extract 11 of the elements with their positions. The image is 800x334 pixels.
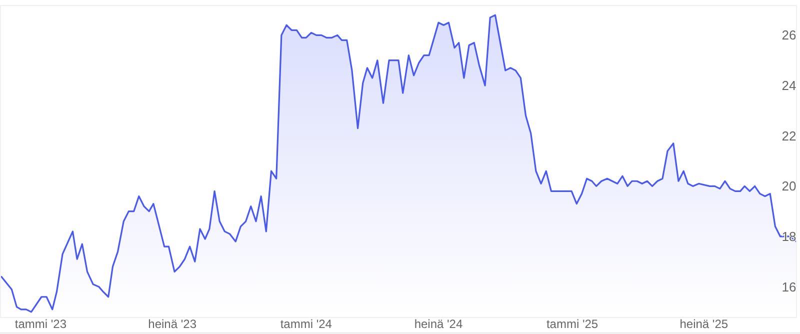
y-tick-label: 24 [782, 78, 796, 94]
y-tick-label: 20 [782, 178, 796, 194]
x-tick-label: heinä '23 [148, 317, 197, 331]
x-tick-label: tammi '25 [546, 317, 598, 331]
y-tick-label: 26 [782, 28, 796, 43]
y-tick-label: 16 [782, 279, 796, 294]
x-tick-label: tammi '24 [280, 317, 332, 331]
x-tick-label: heinä '24 [414, 317, 463, 331]
y-tick-label: 22 [782, 128, 796, 144]
x-tick-label: heinä '25 [680, 317, 728, 331]
x-tick-label: tammi '23 [14, 317, 67, 331]
